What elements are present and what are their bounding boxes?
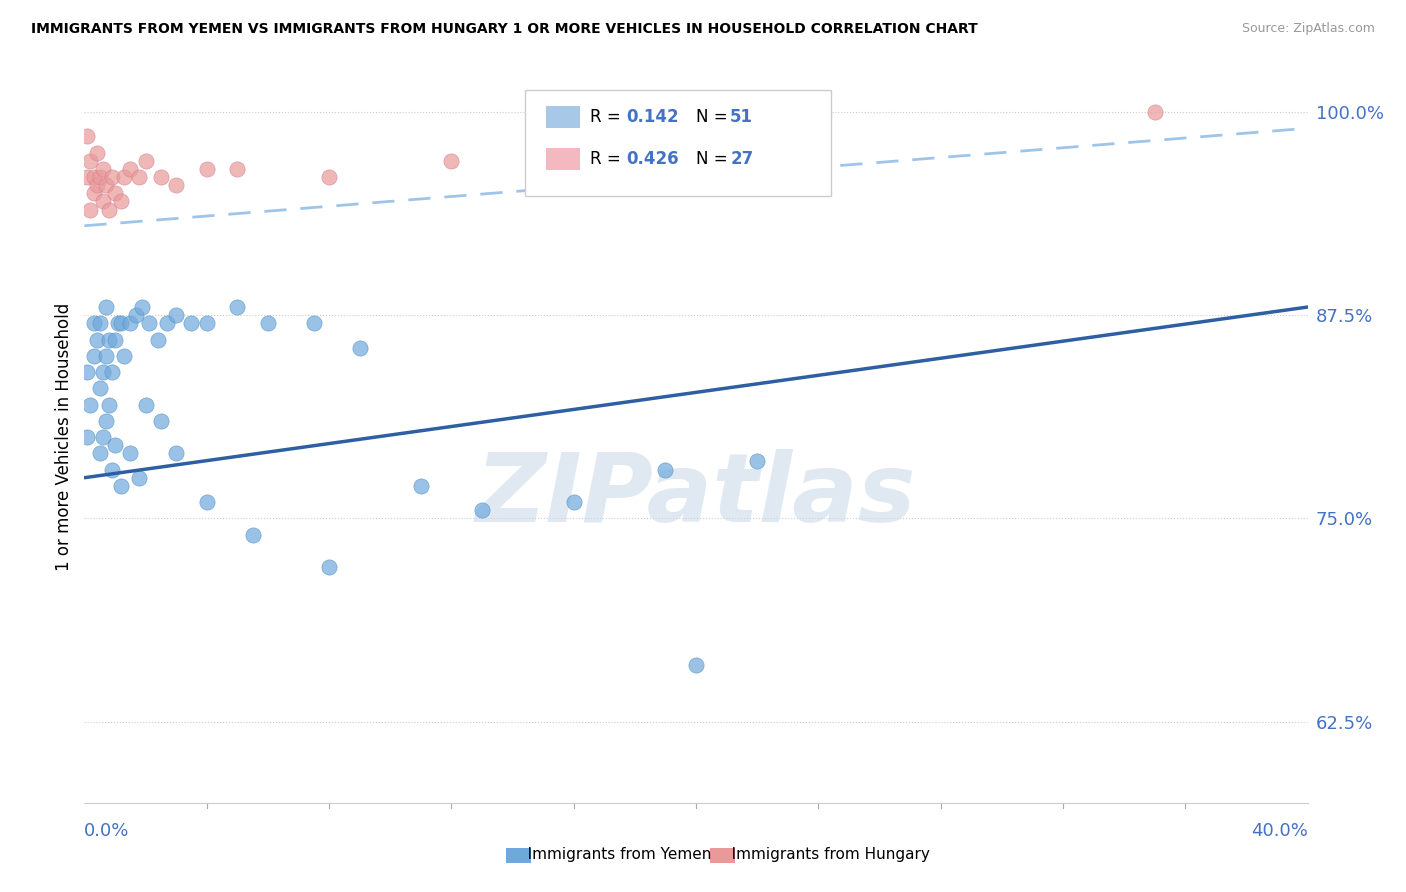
Point [104, 438, 127, 452]
Text: Immigrants from Yemen: Immigrants from Yemen [513, 847, 711, 862]
Text: R =: R = [589, 109, 626, 127]
Point [318, 169, 340, 184]
Text: 0.0%: 0.0% [84, 822, 129, 840]
Point [101, 365, 124, 379]
Point [83, 349, 105, 363]
Point [242, 527, 264, 541]
Point [120, 446, 142, 460]
Point [165, 178, 187, 193]
Point [94, 300, 117, 314]
Point [83, 169, 105, 184]
Point [226, 161, 249, 176]
Text: 40.0%: 40.0% [1251, 822, 1308, 840]
Point [83, 316, 105, 330]
Point [654, 462, 676, 476]
Point [76, 365, 98, 379]
Point [120, 161, 142, 176]
Point [149, 169, 172, 184]
Point [91, 430, 114, 444]
Point [89, 169, 111, 184]
Point [79, 202, 101, 217]
Point [120, 316, 142, 330]
Point [94, 178, 117, 193]
Point [195, 495, 218, 509]
Point [471, 503, 494, 517]
Point [86, 333, 108, 347]
Point [112, 349, 135, 363]
Point [125, 308, 148, 322]
Text: N =: N = [696, 150, 733, 168]
Point [685, 657, 707, 672]
Point [112, 169, 135, 184]
Point [86, 178, 108, 193]
Point [94, 349, 117, 363]
Point [107, 316, 129, 330]
Point [562, 495, 585, 509]
Point [89, 446, 111, 460]
Point [180, 316, 202, 330]
Text: Immigrants from Hungary: Immigrants from Hungary [717, 847, 929, 862]
Text: R =: R = [589, 150, 626, 168]
Text: 51: 51 [730, 109, 754, 127]
Point [89, 316, 111, 330]
Point [76, 129, 98, 144]
Point [79, 153, 101, 168]
Point [76, 430, 98, 444]
Text: 27: 27 [730, 150, 754, 168]
Y-axis label: 1 or more Vehicles in Household: 1 or more Vehicles in Household [55, 303, 73, 571]
Point [131, 300, 153, 314]
Point [257, 316, 280, 330]
Point [128, 169, 150, 184]
Point [91, 194, 114, 209]
Point [146, 333, 169, 347]
Point [1143, 105, 1166, 120]
Point [110, 194, 132, 209]
Point [156, 316, 179, 330]
Point [318, 560, 340, 574]
Bar [546, 106, 579, 128]
Text: 0.426: 0.426 [626, 150, 679, 168]
Point [149, 414, 172, 428]
Point [97, 398, 120, 412]
Point [195, 316, 218, 330]
Text: N =: N = [696, 109, 733, 127]
Point [94, 414, 117, 428]
Text: ZIPatlas: ZIPatlas [475, 449, 917, 542]
Point [135, 153, 157, 168]
Point [110, 479, 132, 493]
Point [76, 169, 98, 184]
Point [165, 446, 187, 460]
Point [440, 153, 463, 168]
Point [226, 300, 249, 314]
Text: 0.142: 0.142 [626, 109, 679, 127]
Point [128, 471, 150, 485]
Point [97, 333, 120, 347]
Point [91, 365, 114, 379]
Point [349, 341, 371, 355]
Point [86, 145, 108, 160]
Text: Source: ZipAtlas.com: Source: ZipAtlas.com [1241, 22, 1375, 36]
FancyBboxPatch shape [524, 90, 831, 195]
Point [97, 202, 120, 217]
Point [83, 186, 105, 201]
Point [101, 462, 124, 476]
Point [138, 316, 160, 330]
Point [104, 186, 127, 201]
Point [91, 161, 114, 176]
Point [89, 381, 111, 395]
Point [747, 454, 769, 468]
Point [302, 316, 325, 330]
Point [104, 333, 127, 347]
Point [110, 316, 132, 330]
Text: IMMIGRANTS FROM YEMEN VS IMMIGRANTS FROM HUNGARY 1 OR MORE VEHICLES IN HOUSEHOLD: IMMIGRANTS FROM YEMEN VS IMMIGRANTS FROM… [31, 22, 977, 37]
Point [135, 398, 157, 412]
Point [101, 169, 124, 184]
Point [79, 398, 101, 412]
Point [165, 308, 187, 322]
Point [195, 161, 218, 176]
Point [409, 479, 432, 493]
Bar [546, 148, 579, 170]
